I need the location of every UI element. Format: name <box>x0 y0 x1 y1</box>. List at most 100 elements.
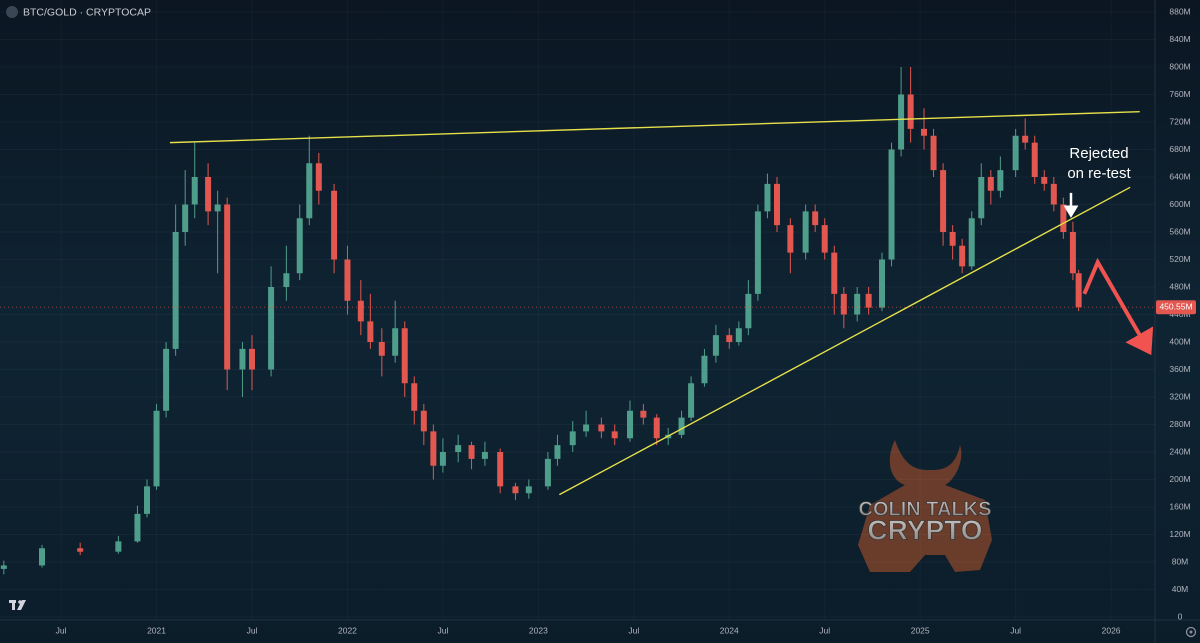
candle-body <box>688 383 695 418</box>
annotation-text: on re-test <box>1067 165 1131 182</box>
y-tick-label: 840M <box>1169 34 1190 44</box>
candle-body <box>268 287 275 370</box>
candle-body <box>754 211 761 294</box>
x-tick-label: Jul <box>1010 625 1021 635</box>
candle-body <box>907 94 914 129</box>
candle-body <box>865 293 872 308</box>
candle-body <box>39 548 45 566</box>
candle-body <box>701 355 708 384</box>
x-tick-label: 2025 <box>911 625 930 635</box>
candle-body <box>497 452 504 487</box>
annotation-text: Rejected <box>1069 145 1128 162</box>
candle-body <box>115 541 122 552</box>
candle-body <box>802 211 809 253</box>
y-tick-label: 280M <box>1169 419 1190 429</box>
candle-body <box>774 183 780 226</box>
header: BTC/GOLD · CRYPTOCAP <box>6 6 151 18</box>
y-tick-label: 360M <box>1169 364 1190 374</box>
candle-body <box>1060 204 1067 232</box>
candle-body <box>144 486 150 514</box>
candle-body <box>997 170 1004 191</box>
candle-body <box>987 177 994 191</box>
candle-body <box>854 293 861 315</box>
x-tick-label: 2023 <box>529 625 548 635</box>
candle-body <box>224 204 231 370</box>
y-tick-label: 400M <box>1169 336 1190 346</box>
x-tick-label: Jul <box>628 625 639 635</box>
candle-body <box>544 458 551 487</box>
candle-body <box>1012 135 1019 171</box>
candle-body <box>331 190 338 260</box>
y-tick-label: 0 <box>1178 611 1183 621</box>
settings-icon[interactable] <box>1185 626 1197 638</box>
candle-body <box>367 321 374 342</box>
candle-body <box>888 149 895 260</box>
y-tick-label: 640M <box>1169 171 1190 181</box>
candle-body <box>344 259 351 301</box>
symbol-icon <box>6 6 18 18</box>
candle-body <box>598 424 605 432</box>
candle-body <box>1041 177 1048 184</box>
candle-body <box>77 548 84 552</box>
y-tick-label: 80M <box>1172 556 1189 566</box>
candle-body <box>978 177 985 219</box>
candle-body <box>214 204 221 212</box>
y-tick-label: 720M <box>1169 116 1190 126</box>
candle-body <box>283 273 290 287</box>
y-tick-label: 40M <box>1172 584 1189 594</box>
watermark-text: CRYPTO <box>867 514 982 545</box>
candle-body <box>653 417 660 439</box>
candle-body <box>411 383 418 411</box>
candle-body <box>1069 232 1076 274</box>
candle-body <box>940 170 947 232</box>
y-tick-label: 320M <box>1169 391 1190 401</box>
x-tick-label: Jul <box>247 625 258 635</box>
candle-body <box>392 328 399 356</box>
candle-body <box>172 232 179 349</box>
tradingview-logo <box>9 600 26 610</box>
projection-arrow <box>1082 257 1154 356</box>
candle-body <box>764 183 771 212</box>
candle-body <box>678 417 685 435</box>
candle-body <box>315 163 322 191</box>
y-tick-label: 480M <box>1169 281 1190 291</box>
candle-body <box>512 486 519 494</box>
candle-body <box>191 177 198 205</box>
candle-body <box>569 431 576 446</box>
candle-body <box>296 218 303 274</box>
candle-body <box>1075 273 1082 308</box>
y-tick-label: 600M <box>1169 199 1190 209</box>
x-tick-label: Jul <box>56 625 67 635</box>
candle-body <box>840 293 847 315</box>
candle-body <box>921 128 927 136</box>
candle-body <box>1022 135 1029 143</box>
candle-body <box>249 348 255 370</box>
candle-body <box>430 431 437 466</box>
candle-body <box>787 225 794 253</box>
candle-body <box>163 348 170 411</box>
candle-body <box>455 445 462 452</box>
x-tick-label: Jul <box>437 625 448 635</box>
candle-body <box>930 135 937 171</box>
candle-body <box>640 410 647 418</box>
trendline <box>169 110 1140 144</box>
y-tick-label: 160M <box>1169 501 1190 511</box>
x-tick-label: 2022 <box>338 625 357 635</box>
x-tick-label: 2026 <box>1102 625 1121 635</box>
x-tick-label: 2021 <box>147 625 166 635</box>
candle-body <box>357 300 364 322</box>
candle-body <box>1050 183 1057 205</box>
y-tick-label: 800M <box>1169 61 1190 71</box>
candle-body <box>959 245 966 267</box>
candle-body <box>898 94 905 150</box>
candle-body <box>554 445 561 459</box>
candle-body <box>420 410 427 432</box>
x-tick-label: 2024 <box>720 625 739 635</box>
candle-body <box>745 293 752 329</box>
y-tick-label: 120M <box>1169 529 1190 539</box>
y-tick-label: 520M <box>1169 254 1190 264</box>
x-tick-label: Jul <box>819 625 830 635</box>
candle-body <box>949 232 956 246</box>
